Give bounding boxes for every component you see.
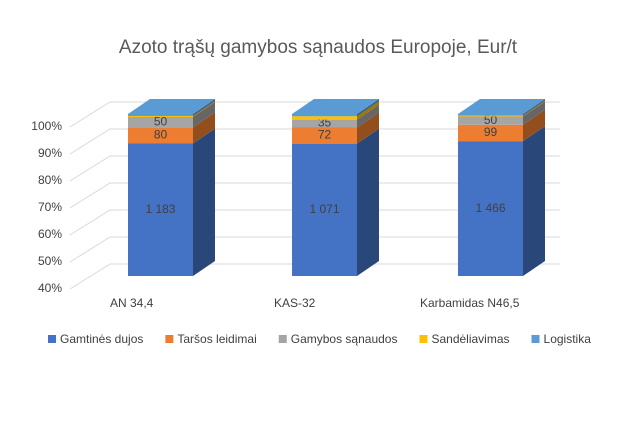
bar-front bbox=[458, 116, 523, 125]
bar-front bbox=[128, 117, 193, 128]
y-tick-label: 90% bbox=[38, 146, 62, 160]
bar-side bbox=[357, 112, 379, 144]
x-tick-label: AN 34,4 bbox=[110, 296, 154, 310]
bar-top bbox=[292, 99, 379, 114]
bar-side bbox=[193, 112, 215, 144]
y-tick-label: 60% bbox=[38, 227, 62, 241]
bar-side bbox=[193, 99, 215, 117]
data-label: 50 bbox=[154, 114, 168, 128]
grid-line bbox=[69, 128, 560, 155]
y-tick-label: 50% bbox=[38, 254, 62, 268]
bar-segment bbox=[292, 128, 379, 276]
bar-top bbox=[128, 99, 215, 114]
bar-side bbox=[193, 101, 215, 118]
data-label: 1 071 bbox=[309, 202, 339, 216]
bar-segment bbox=[128, 102, 215, 128]
grid-line bbox=[69, 155, 560, 182]
bar-front bbox=[128, 143, 193, 276]
legend-swatch bbox=[531, 335, 540, 343]
data-label: 1 466 bbox=[475, 201, 505, 215]
data-label: 99 bbox=[484, 125, 498, 139]
bar-front bbox=[128, 116, 193, 118]
legend-swatch bbox=[165, 335, 174, 343]
data-label: 72 bbox=[318, 128, 332, 142]
y-tick-label: 100% bbox=[31, 119, 62, 133]
bar-side bbox=[523, 101, 545, 125]
bar-side bbox=[523, 100, 545, 117]
grid-line bbox=[69, 263, 560, 290]
legend-label: Logistika bbox=[544, 332, 592, 346]
bar-front bbox=[128, 114, 193, 117]
bar-front bbox=[292, 114, 357, 117]
bar-side bbox=[357, 128, 379, 276]
bar-side bbox=[523, 109, 545, 142]
bar-segment bbox=[458, 100, 545, 117]
y-tick-label: 70% bbox=[38, 200, 62, 214]
bar-front bbox=[458, 115, 523, 117]
bar-front bbox=[292, 116, 357, 120]
data-label: 1 183 bbox=[145, 202, 175, 216]
legend-swatch bbox=[278, 335, 287, 343]
bar-segment bbox=[128, 101, 215, 118]
bar-side bbox=[357, 99, 379, 117]
bar-front bbox=[458, 114, 523, 116]
y-tick-label: 40% bbox=[38, 281, 62, 295]
bar-segment bbox=[292, 104, 379, 128]
x-tick-label: Karbamidas N46,5 bbox=[420, 296, 520, 310]
bar-segment bbox=[128, 112, 215, 144]
bar-front bbox=[458, 124, 523, 142]
grid-line bbox=[69, 236, 560, 263]
bar-side bbox=[357, 101, 379, 120]
bar-segment bbox=[458, 99, 545, 116]
bar-front bbox=[292, 119, 357, 128]
bar-front bbox=[292, 143, 357, 276]
bar-segment bbox=[458, 101, 545, 125]
x-tick-label: KAS-32 bbox=[274, 296, 316, 310]
legend-label: Sandėliavimas bbox=[431, 332, 509, 346]
bar-segment bbox=[458, 126, 545, 276]
grid-line bbox=[69, 101, 560, 128]
bar-segment bbox=[458, 109, 545, 142]
bar-segment bbox=[292, 101, 379, 120]
bar-front bbox=[292, 127, 357, 144]
legend-swatch bbox=[48, 335, 56, 343]
data-label: 80 bbox=[154, 128, 168, 142]
legend-swatch bbox=[419, 335, 428, 343]
bar-segment bbox=[128, 99, 215, 117]
bar-side bbox=[357, 104, 379, 128]
bar-side bbox=[523, 126, 545, 276]
legend-label: Gamybos sąnaudos bbox=[291, 332, 398, 346]
grid-line bbox=[69, 182, 560, 209]
bar-front bbox=[128, 127, 193, 144]
bar-segment bbox=[292, 112, 379, 144]
chart-title: Azoto trąšų gamybos sąnaudos Europoje, E… bbox=[119, 37, 518, 58]
bar-top bbox=[458, 99, 545, 114]
legend-label: Gamtinės dujos bbox=[60, 332, 143, 346]
legend-label: Taršos leidimai bbox=[177, 332, 256, 346]
bar-front bbox=[458, 141, 523, 276]
y-tick-label: 80% bbox=[38, 173, 62, 187]
bar-side bbox=[193, 102, 215, 128]
grid-line bbox=[69, 209, 560, 236]
bar-segment bbox=[128, 128, 215, 276]
bar-segment bbox=[292, 99, 379, 117]
bar-side bbox=[193, 128, 215, 276]
bar-side bbox=[523, 99, 545, 116]
